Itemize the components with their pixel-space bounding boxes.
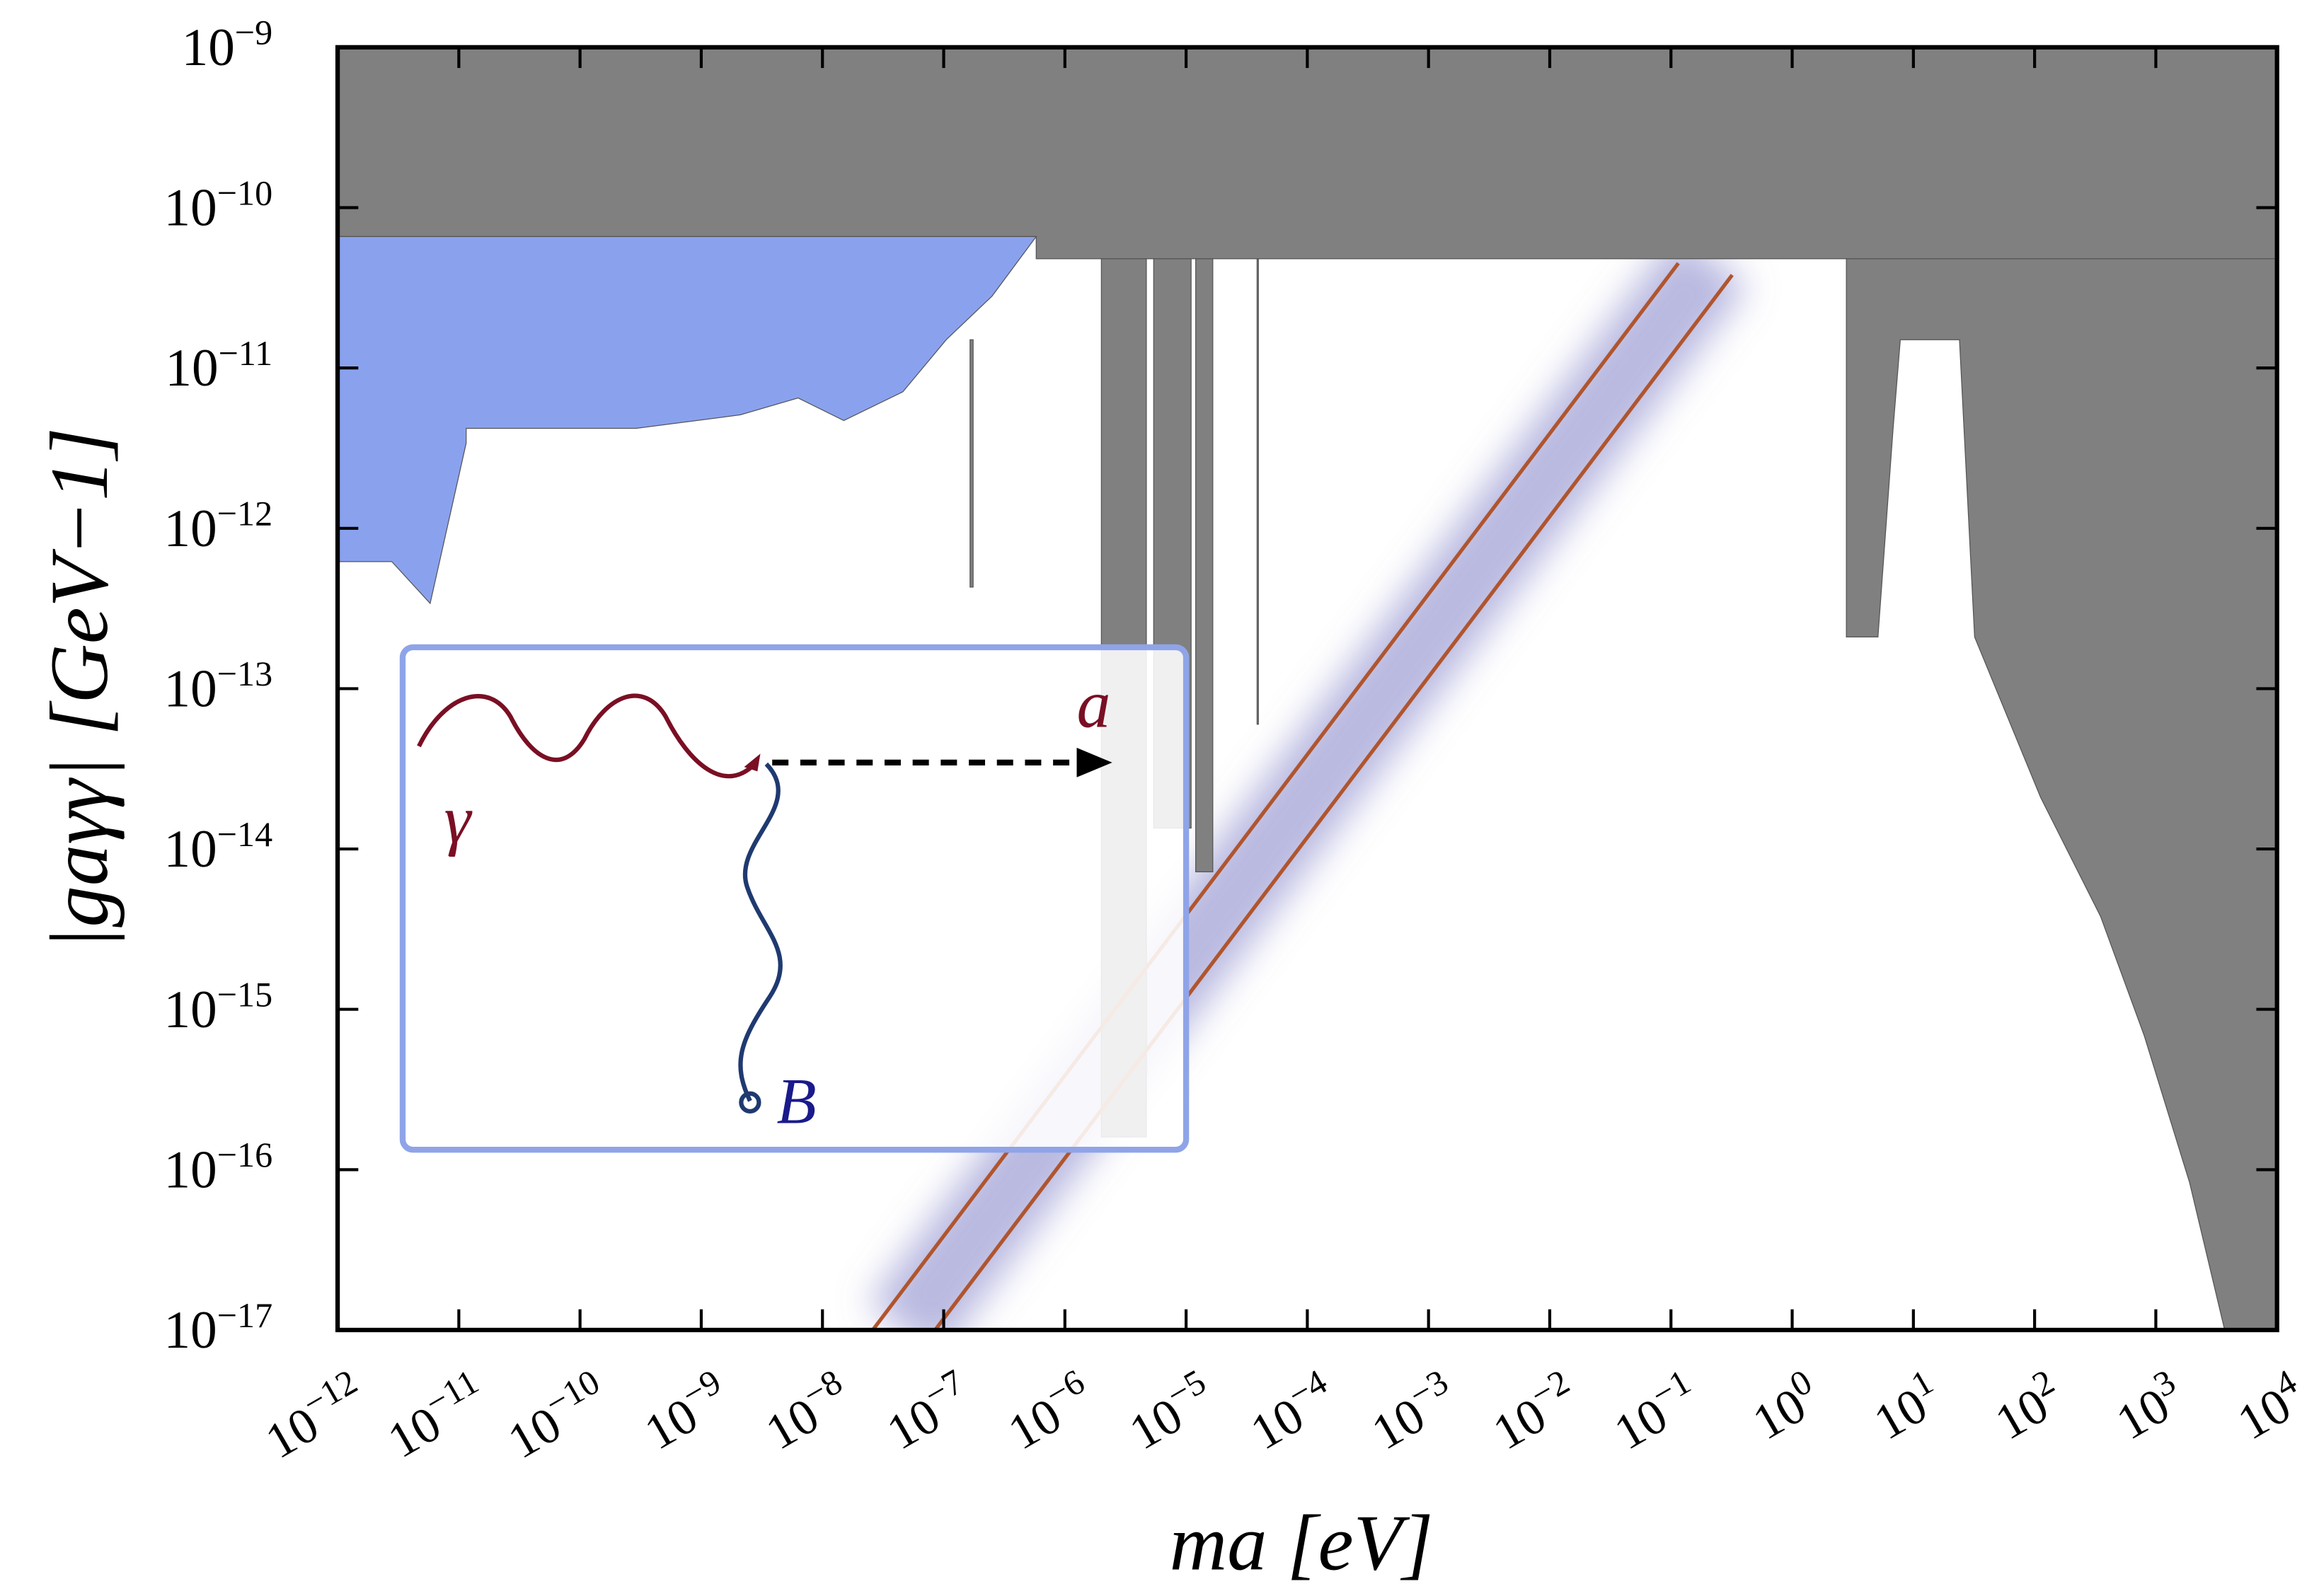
- exclusion-region: [1256, 258, 1259, 725]
- field-source: [739, 1091, 761, 1114]
- axion-label: a: [1077, 666, 1111, 742]
- axion-arrowhead: [1076, 747, 1112, 777]
- field-wave: [738, 762, 783, 1102]
- x-axis-label: ma [eV]: [1170, 1498, 1434, 1587]
- y-tick-label: 10−12: [164, 494, 273, 558]
- field-label: B: [776, 1065, 816, 1138]
- exclusion-region: [969, 339, 974, 588]
- inset-box: [399, 644, 1190, 1153]
- y-tick-label: 10−17: [164, 1295, 273, 1360]
- photon-wave: [417, 693, 759, 779]
- y-tick-label: 10−14: [164, 814, 273, 879]
- y-tick-label: 10−13: [164, 654, 273, 718]
- exclusion-region: [1846, 258, 2277, 1331]
- y-tick-label: 10−15: [164, 975, 273, 1039]
- exclusion-region: [338, 236, 1037, 605]
- y-tick-label: 10−10: [164, 173, 273, 237]
- plot-area: [338, 47, 2277, 1331]
- y-axis-label: |gaγγ| [GeV−1]: [34, 427, 125, 950]
- y-tick-label: 10−9: [182, 13, 273, 77]
- photon-arrow: [744, 753, 761, 772]
- y-tick-label: 10−16: [164, 1135, 273, 1199]
- exclusion-region: [1195, 258, 1214, 873]
- inset: γ a B: [399, 644, 1190, 1153]
- photon-label: γ: [444, 782, 472, 857]
- line: [933, 274, 1734, 1331]
- exclusion-region: [338, 47, 2277, 260]
- y-tick-label: 10−11: [165, 333, 272, 398]
